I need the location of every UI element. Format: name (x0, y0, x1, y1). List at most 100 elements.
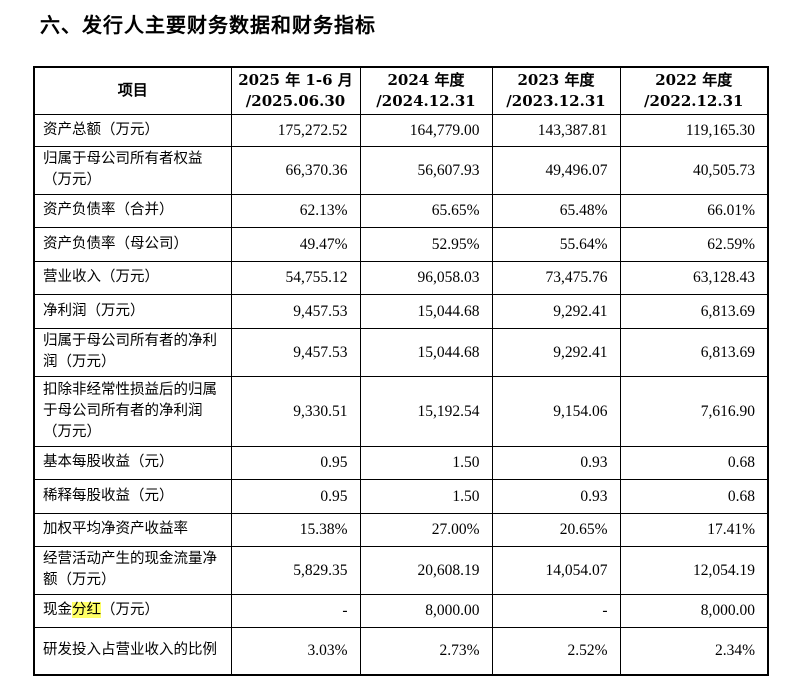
row-label: 资产负债率（合并） (33, 193, 232, 228)
row-label: 归属于母公司所有者权益（万元） (33, 145, 232, 195)
cell-value: 0.68 (619, 445, 769, 480)
period-label: 2022 年度 (655, 70, 733, 89)
cell-value: 8,000.00 (359, 593, 493, 628)
column-header-2024: 2024 年度 /2024.12.31 (359, 66, 493, 115)
period-date: /2023.12.31 (506, 91, 606, 110)
row-label: 加权平均净资产收益率 (33, 512, 232, 547)
cell-value: 8,000.00 (619, 593, 769, 628)
cell-value: 175,272.52 (230, 113, 361, 147)
table-row: 经营活动产生的现金流量净额（万元） 5,829.35 20,608.19 14,… (33, 545, 769, 595)
cell-value: 12,054.19 (619, 545, 769, 595)
cell-value: 65.65% (359, 193, 493, 228)
row-label: 净利润（万元） (33, 293, 232, 329)
cell-value: 20,608.19 (359, 545, 493, 595)
table-row: 基本每股收益（元） 0.95 1.50 0.93 0.68 (33, 445, 769, 480)
label-unit: （万元） (101, 602, 159, 618)
cell-value: 15,044.68 (359, 293, 493, 329)
cell-value: 49.47% (230, 226, 361, 262)
cell-value: 9,457.53 (230, 327, 361, 377)
cell-value: 1.50 (359, 478, 493, 514)
row-label: 资产总额（万元） (33, 113, 232, 147)
column-header-item: 项目 (33, 66, 232, 115)
cell-value: 0.68 (619, 478, 769, 514)
table-header-row: 项目 2025 年 1-6 月 /2025.06.30 2024 年度 /202… (33, 66, 769, 115)
cell-value: 6,813.69 (619, 327, 769, 377)
cell-value: 0.93 (491, 445, 621, 480)
cell-value: 119,165.30 (619, 113, 769, 147)
cell-value: 3.03% (230, 626, 361, 676)
row-label: 基本每股收益（元） (33, 445, 232, 480)
table-row: 营业收入（万元） 54,755.12 96,058.03 73,475.76 6… (33, 260, 769, 295)
column-header-2023: 2023 年度 /2023.12.31 (491, 66, 621, 115)
table-row: 资产总额（万元） 175,272.52 164,779.00 143,387.8… (33, 113, 769, 147)
cell-value: 1.50 (359, 445, 493, 480)
cell-value: - (230, 593, 361, 628)
cell-value: 6,813.69 (619, 293, 769, 329)
cell-value: 164,779.00 (359, 113, 493, 147)
cell-value: 17.41% (619, 512, 769, 547)
cell-value: 49,496.07 (491, 145, 621, 195)
cell-value: 9,292.41 (491, 327, 621, 377)
period-label: 2025 年 1-6 月 (238, 70, 353, 89)
table-row: 稀释每股收益（元） 0.95 1.50 0.93 0.68 (33, 478, 769, 514)
cell-value: 0.93 (491, 478, 621, 514)
row-label: 资产负债率（母公司） (33, 226, 232, 262)
section-heading: 六、发行人主要财务数据和财务指标 (40, 13, 376, 37)
table-row: 归属于母公司所有者权益（万元） 66,370.36 56,607.93 49,4… (33, 145, 769, 195)
cell-value: 14,054.07 (491, 545, 621, 595)
period-date: /2024.12.31 (376, 91, 476, 110)
cell-value: 9,457.53 (230, 293, 361, 329)
cell-value: 9,292.41 (491, 293, 621, 329)
cell-value: 52.95% (359, 226, 493, 262)
cell-value: 2.34% (619, 626, 769, 676)
cell-value: 5,829.35 (230, 545, 361, 595)
table-row: 归属于母公司所有者的净利润（万元） 9,457.53 15,044.68 9,2… (33, 327, 769, 377)
cell-value: 143,387.81 (491, 113, 621, 147)
cell-value: 2.73% (359, 626, 493, 676)
period-label: 2023 年度 (517, 70, 595, 89)
row-label: 现金分红（万元） (33, 593, 232, 628)
cell-value: 0.95 (230, 478, 361, 514)
table-row: 扣除非经常性损益后的归属于母公司所有者的净利润（万元） 9,330.51 15,… (33, 375, 769, 447)
cell-value: 55.64% (491, 226, 621, 262)
label-text: 现金 (43, 602, 72, 618)
table-row: 资产负债率（母公司） 49.47% 52.95% 55.64% 62.59% (33, 226, 769, 262)
period-date: /2022.12.31 (644, 91, 744, 110)
cell-value: 40,505.73 (619, 145, 769, 195)
column-header-2022: 2022 年度 /2022.12.31 (619, 66, 769, 115)
period-date: /2025.06.30 (245, 91, 346, 110)
table-row: 加权平均净资产收益率 15.38% 27.00% 20.65% 17.41% (33, 512, 769, 547)
cell-value: 27.00% (359, 512, 493, 547)
period-label: 2024 年度 (387, 70, 465, 89)
financial-indicators-table: 项目 2025 年 1-6 月 /2025.06.30 2024 年度 /202… (33, 66, 769, 676)
cell-value: - (491, 593, 621, 628)
cell-value: 65.48% (491, 193, 621, 228)
cell-value: 0.95 (230, 445, 361, 480)
cell-value: 2.52% (491, 626, 621, 676)
cell-value: 9,154.06 (491, 375, 621, 447)
row-label: 归属于母公司所有者的净利润（万元） (33, 327, 232, 377)
column-header-2025h1: 2025 年 1-6 月 /2025.06.30 (230, 66, 361, 115)
cell-value: 96,058.03 (359, 260, 493, 295)
row-label: 营业收入（万元） (33, 260, 232, 295)
highlighted-text: 分红 (72, 602, 101, 618)
cell-value: 66,370.36 (230, 145, 361, 195)
row-label: 稀释每股收益（元） (33, 478, 232, 514)
cell-value: 62.59% (619, 226, 769, 262)
cell-value: 7,616.90 (619, 375, 769, 447)
table-row: 净利润（万元） 9,457.53 15,044.68 9,292.41 6,81… (33, 293, 769, 329)
cell-value: 20.65% (491, 512, 621, 547)
cell-value: 73,475.76 (491, 260, 621, 295)
row-label: 研发投入占营业收入的比例 (33, 626, 232, 676)
cell-value: 66.01% (619, 193, 769, 228)
row-label: 经营活动产生的现金流量净额（万元） (33, 545, 232, 595)
table-row: 现金分红（万元） - 8,000.00 - 8,000.00 (33, 593, 769, 628)
table-row: 资产负债率（合并） 62.13% 65.65% 65.48% 66.01% (33, 193, 769, 228)
cell-value: 56,607.93 (359, 145, 493, 195)
cell-value: 63,128.43 (619, 260, 769, 295)
cell-value: 15,192.54 (359, 375, 493, 447)
cell-value: 54,755.12 (230, 260, 361, 295)
table-row: 研发投入占营业收入的比例 3.03% 2.73% 2.52% 2.34% (33, 626, 769, 676)
cell-value: 9,330.51 (230, 375, 361, 447)
cell-value: 15.38% (230, 512, 361, 547)
